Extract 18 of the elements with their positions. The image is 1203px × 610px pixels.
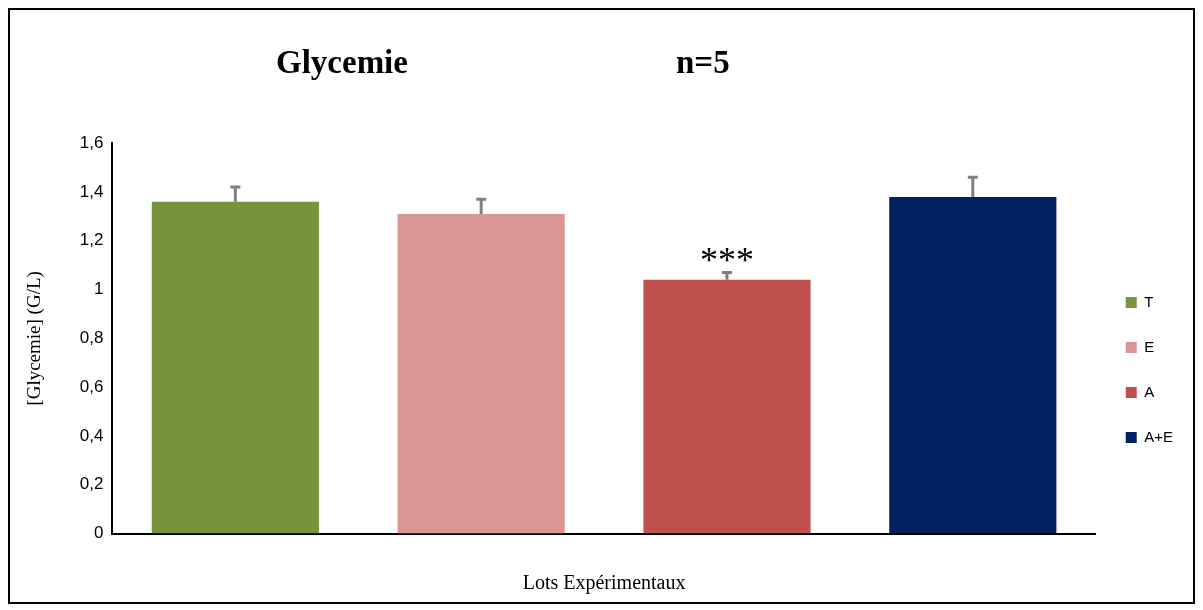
- y-tick-label: 1,2: [79, 230, 104, 250]
- legend-label: A+E: [1144, 427, 1174, 445]
- legend-label: A: [1144, 382, 1155, 400]
- legend-label: T: [1144, 292, 1154, 310]
- y-tick-label: 0,2: [79, 474, 104, 494]
- y-tick-label: 0,6: [79, 376, 104, 396]
- chart-title: Glycemie: [276, 44, 408, 81]
- y-tick-label: 1,4: [79, 181, 104, 201]
- y-axis-title: [Glycemie] (G/L): [23, 271, 46, 406]
- y-tick-label: 0,4: [79, 425, 104, 445]
- y-tick-label: 0: [93, 523, 104, 543]
- chart-subtitle: n=5: [676, 44, 730, 81]
- annotation: ***: [699, 239, 754, 280]
- y-tick-label: 0,8: [79, 328, 104, 348]
- y-tick-label: 1: [93, 279, 104, 299]
- x-axis-title: Lots Expérimentaux: [522, 571, 686, 595]
- y-tick-label: 1,6: [79, 132, 104, 152]
- legend-label: E: [1144, 337, 1155, 355]
